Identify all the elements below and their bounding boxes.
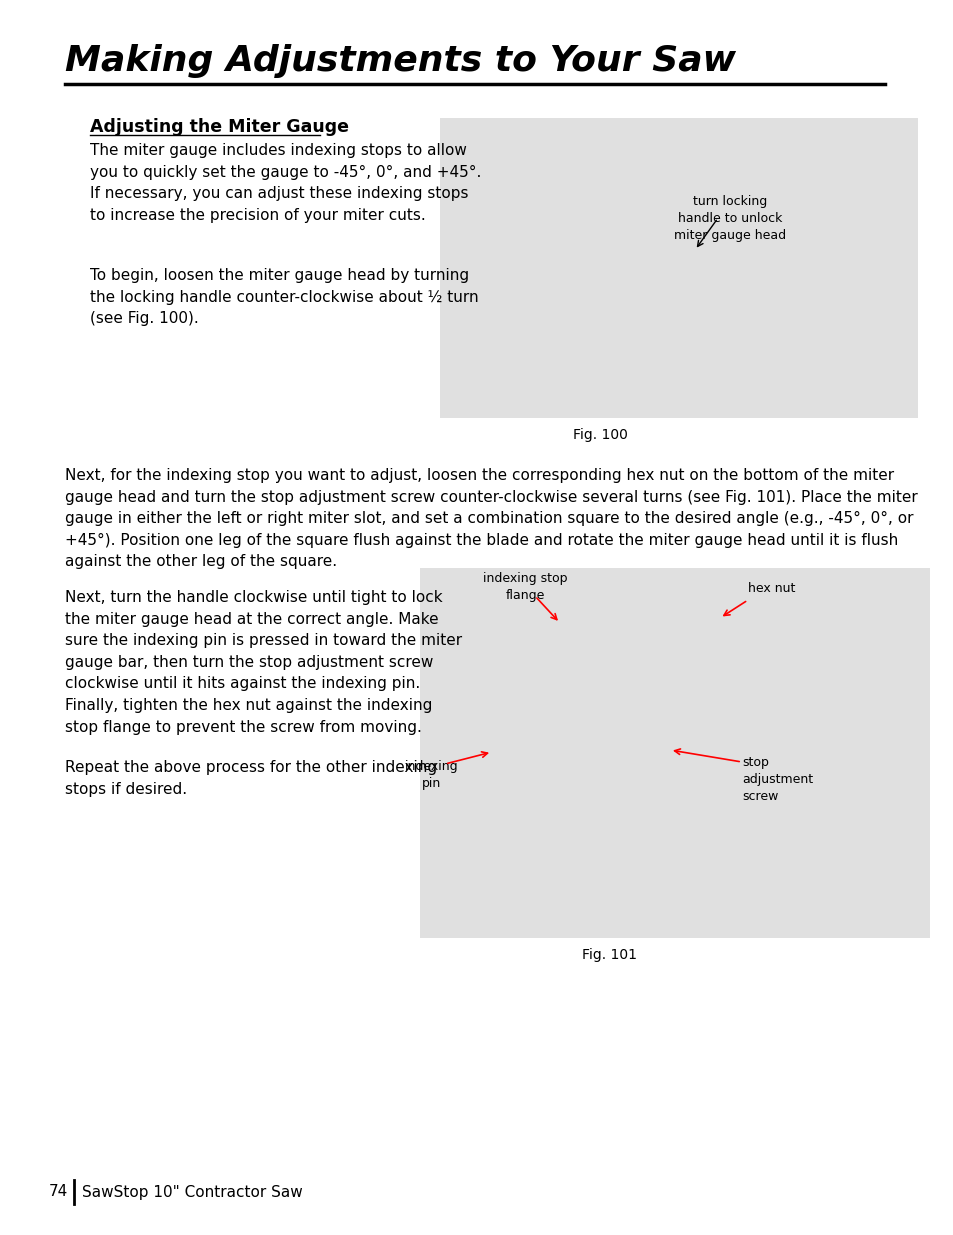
Text: Adjusting the Miter Gauge: Adjusting the Miter Gauge — [90, 119, 349, 136]
Text: stop
adjustment
screw: stop adjustment screw — [741, 756, 812, 803]
Text: SawStop 10" Contractor Saw: SawStop 10" Contractor Saw — [82, 1184, 302, 1199]
Text: indexing
pin: indexing pin — [405, 760, 458, 790]
Text: Fig. 100: Fig. 100 — [572, 429, 627, 442]
Text: Fig. 101: Fig. 101 — [582, 948, 637, 962]
Bar — [439, 119, 917, 417]
Text: Next, for the indexing stop you want to adjust, loosen the corresponding hex nut: Next, for the indexing stop you want to … — [65, 468, 917, 569]
Bar — [419, 568, 929, 939]
Text: indexing stop
flange: indexing stop flange — [482, 572, 567, 601]
Text: To begin, loosen the miter gauge head by turning
the locking handle counter-cloc: To begin, loosen the miter gauge head by… — [90, 268, 478, 326]
Text: The miter gauge includes indexing stops to allow
you to quickly set the gauge to: The miter gauge includes indexing stops … — [90, 143, 481, 222]
Text: Making Adjustments to Your Saw: Making Adjustments to Your Saw — [65, 44, 735, 78]
Text: Next, turn the handle clockwise until tight to lock
the miter gauge head at the : Next, turn the handle clockwise until ti… — [65, 590, 461, 735]
Text: 74: 74 — [49, 1184, 68, 1199]
Text: hex nut: hex nut — [747, 582, 795, 595]
Text: Repeat the above process for the other indexing
stops if desired.: Repeat the above process for the other i… — [65, 760, 436, 797]
Text: turn locking
handle to unlock
miter gauge head: turn locking handle to unlock miter gaug… — [673, 195, 785, 242]
